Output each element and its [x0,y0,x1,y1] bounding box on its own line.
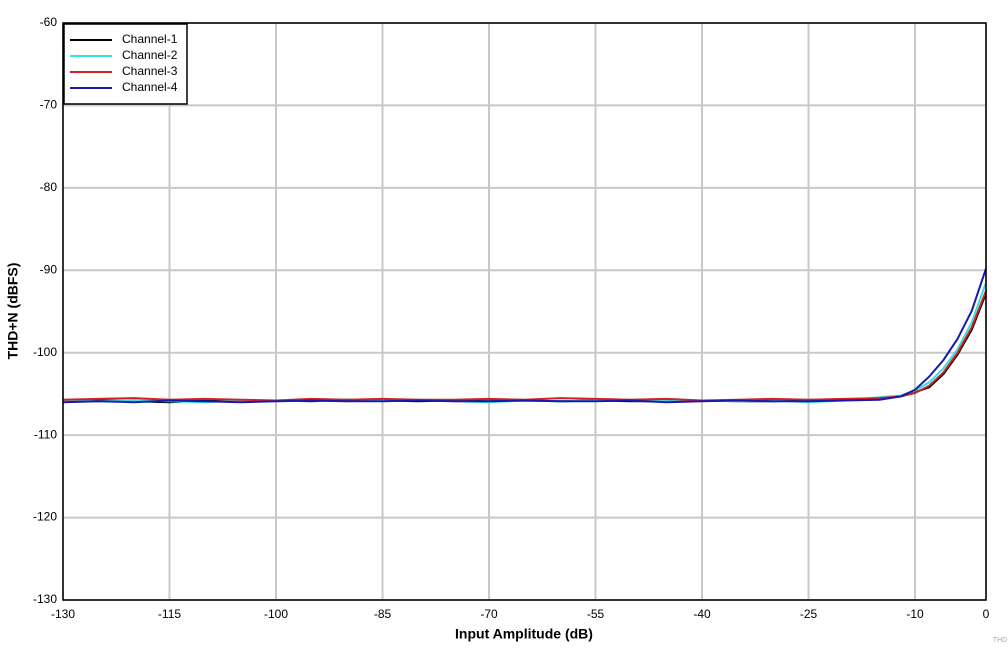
y-tick-label: -100 [33,345,57,359]
x-tick-label: -25 [800,607,818,621]
x-tick-label: -40 [693,607,711,621]
x-tick-label: -85 [374,607,392,621]
legend-label: Channel-3 [122,64,178,78]
legend-label: Channel-4 [122,80,178,94]
x-axis-title: Input Amplitude (dB) [455,626,593,642]
y-tick-label: -70 [40,98,58,112]
x-tick-label: -115 [158,607,181,621]
y-tick-label: -60 [40,15,58,29]
x-tick-label: -10 [906,607,924,621]
y-tick-label: -110 [34,427,57,441]
x-tick-label: -100 [264,607,288,621]
legend-label: Channel-1 [122,32,178,46]
x-tick-label: 0 [983,607,990,621]
y-tick-label: -90 [40,262,58,276]
y-tick-label: -80 [40,180,58,194]
plot-border [62,22,987,601]
y-axis-title: THD+N (dBFS) [5,263,21,360]
legend-label: Channel-2 [122,48,178,62]
note: THD [993,637,1007,644]
series-line [62,290,987,402]
x-tick-label: -70 [480,607,498,621]
plot-area [63,23,986,600]
y-tick-label: -120 [33,510,57,524]
series-line [62,268,987,404]
x-tick-label: -55 [587,607,605,621]
x-tick-label: -130 [51,607,75,621]
y-tick-label: -130 [33,592,57,606]
legend-box [63,23,188,105]
